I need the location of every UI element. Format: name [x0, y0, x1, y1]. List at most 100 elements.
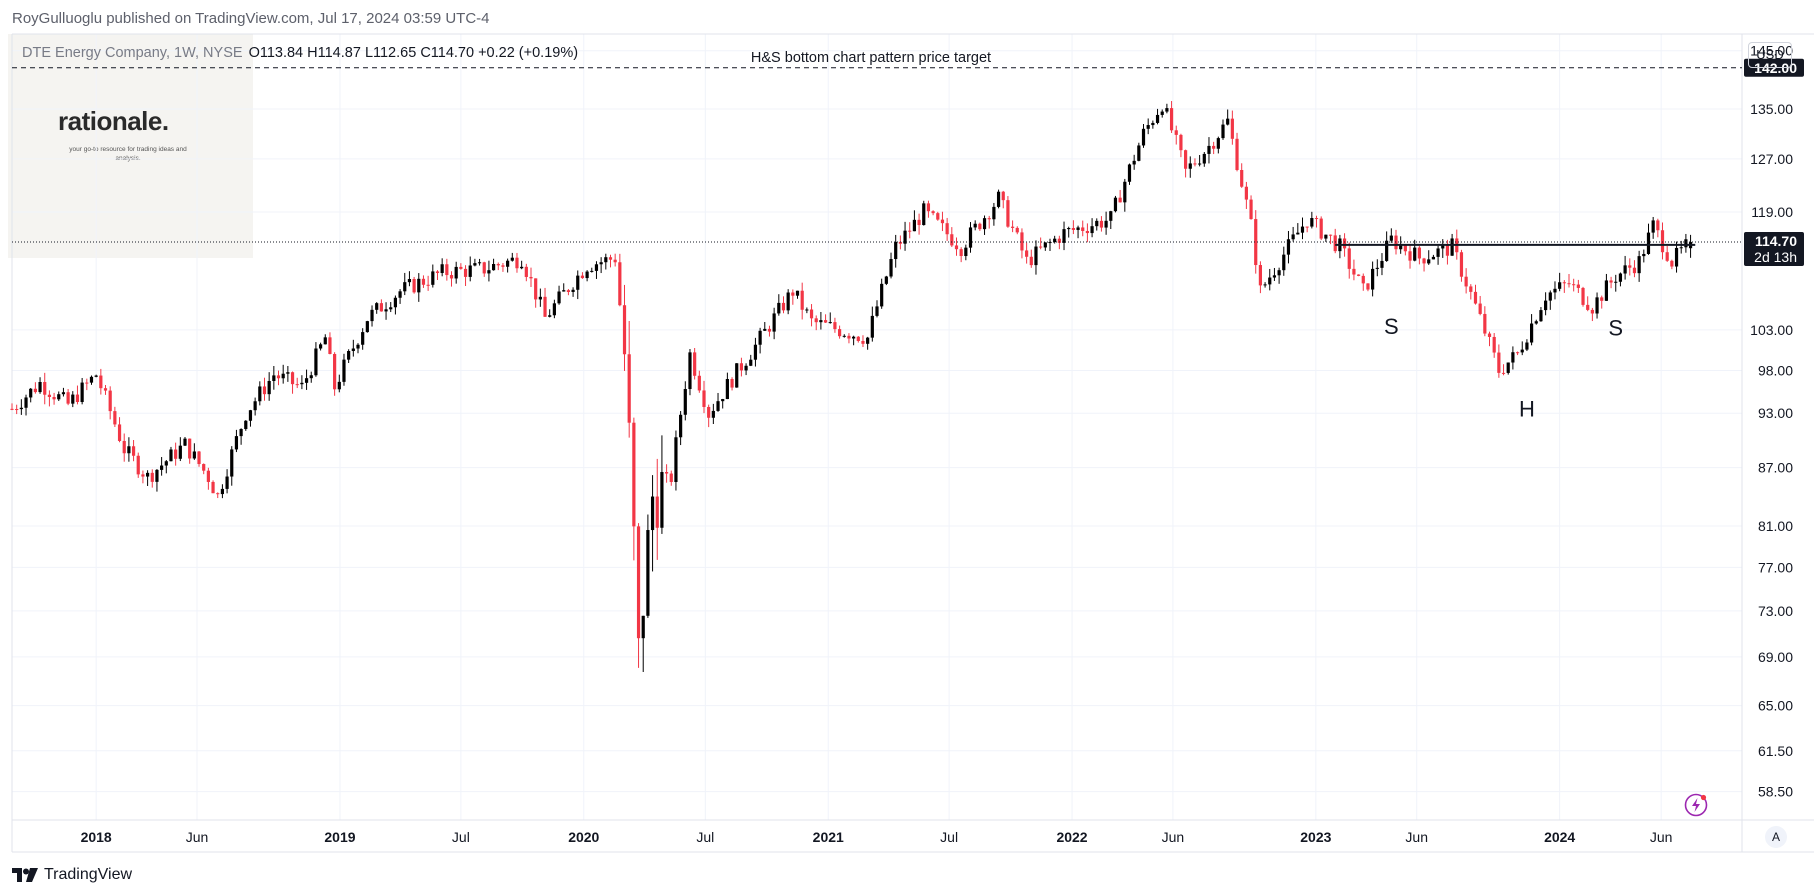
- candle-body: [24, 397, 27, 407]
- time-tick-label: Jul: [452, 829, 470, 845]
- candle-body: [581, 276, 584, 278]
- candle: [511, 253, 514, 262]
- time-tick-label: 2021: [813, 829, 844, 845]
- candle-body: [688, 352, 691, 389]
- candle-body: [997, 192, 1000, 207]
- candle: [1488, 332, 1491, 347]
- candle: [529, 268, 532, 287]
- candle-body: [431, 271, 434, 284]
- candle-body: [1165, 108, 1168, 111]
- candle-body: [1039, 247, 1042, 248]
- candle: [277, 371, 280, 386]
- candle-body: [604, 257, 607, 262]
- candle: [1249, 195, 1252, 219]
- candle: [1189, 156, 1192, 177]
- candle-body: [1306, 227, 1309, 228]
- candle-body: [445, 264, 448, 275]
- candle-body: [571, 290, 574, 292]
- candle-body: [1670, 261, 1673, 267]
- candle: [557, 286, 560, 305]
- candle-body: [740, 363, 743, 370]
- candle: [436, 270, 439, 280]
- candle-body: [759, 331, 762, 345]
- auto-scale-button[interactable]: A: [1765, 826, 1787, 848]
- candle: [674, 431, 677, 491]
- tradingview-brand[interactable]: TradingView: [12, 866, 132, 884]
- candle: [1591, 308, 1594, 321]
- candle: [880, 279, 883, 309]
- candle: [1530, 314, 1533, 345]
- candle-body: [146, 473, 149, 477]
- candle: [1479, 296, 1482, 315]
- candle: [71, 391, 74, 407]
- candle: [272, 366, 275, 390]
- candle: [632, 418, 635, 561]
- candle: [342, 354, 345, 386]
- candle-body: [398, 291, 401, 297]
- legend-symbol[interactable]: DTE Energy Company, 1W, NYSE: [22, 45, 243, 61]
- candle: [1600, 296, 1603, 309]
- candle: [487, 261, 490, 282]
- candle-body: [174, 450, 177, 459]
- price-tick-label: 58.50: [1758, 784, 1793, 800]
- candle-body: [646, 530, 649, 616]
- candle: [618, 254, 621, 306]
- candle: [1086, 223, 1089, 242]
- candle: [441, 258, 444, 276]
- candle: [885, 276, 888, 285]
- candle: [1642, 250, 1645, 263]
- candle: [506, 259, 509, 273]
- candle: [656, 459, 659, 560]
- candle: [52, 393, 55, 405]
- candle: [1151, 121, 1154, 129]
- candle: [1245, 182, 1248, 209]
- candle: [216, 492, 219, 498]
- candle: [1212, 142, 1215, 154]
- time-axis[interactable]: 2018 Jun 2019 Jul 2020 Jul 2021 Jul 2022 Jun 2023 J…: [81, 829, 1673, 845]
- price-tick-label: 119.00: [1751, 204, 1793, 220]
- candle-body: [286, 372, 289, 374]
- candle-body: [305, 378, 308, 383]
- candle: [754, 338, 757, 367]
- candle-body: [1184, 150, 1187, 169]
- candle-body: [113, 411, 116, 424]
- candle-body: [244, 421, 247, 429]
- candle: [1142, 124, 1145, 148]
- candle: [595, 261, 598, 279]
- candle-body: [1427, 259, 1430, 263]
- flash-icon[interactable]: [1683, 792, 1709, 818]
- candle-body: [230, 449, 233, 476]
- candle: [1647, 224, 1650, 255]
- candle-body: [356, 345, 359, 349]
- time-tick-label: 2019: [324, 829, 355, 845]
- candle: [123, 433, 126, 461]
- candle: [127, 437, 130, 461]
- candle-body: [137, 456, 140, 475]
- candle: [866, 337, 869, 350]
- price-axis[interactable]: 145.00 135.00 127.00 119.00 103.00 98.00 93.00…: [1744, 43, 1804, 800]
- candle-body: [632, 423, 635, 527]
- candle: [889, 253, 892, 279]
- candle: [90, 375, 93, 384]
- candle-body: [1011, 227, 1014, 228]
- candle-body: [1189, 163, 1192, 168]
- candle-body: [52, 397, 55, 399]
- candle: [1362, 273, 1365, 290]
- candle-body: [10, 409, 13, 410]
- candle-body: [1278, 270, 1281, 275]
- candle-body: [263, 386, 266, 394]
- candle-body: [1600, 297, 1603, 300]
- candle: [1427, 250, 1430, 265]
- candle: [1376, 259, 1379, 276]
- candle-body: [1642, 254, 1645, 256]
- candle-body: [1451, 238, 1454, 255]
- candle: [197, 451, 200, 467]
- candle: [1352, 260, 1355, 281]
- candle: [787, 289, 790, 314]
- currency-button[interactable]: USD: [1748, 42, 1792, 68]
- candle: [1207, 137, 1210, 163]
- candle: [1609, 277, 1612, 288]
- candle-body: [1217, 138, 1220, 149]
- candle-body: [941, 220, 944, 224]
